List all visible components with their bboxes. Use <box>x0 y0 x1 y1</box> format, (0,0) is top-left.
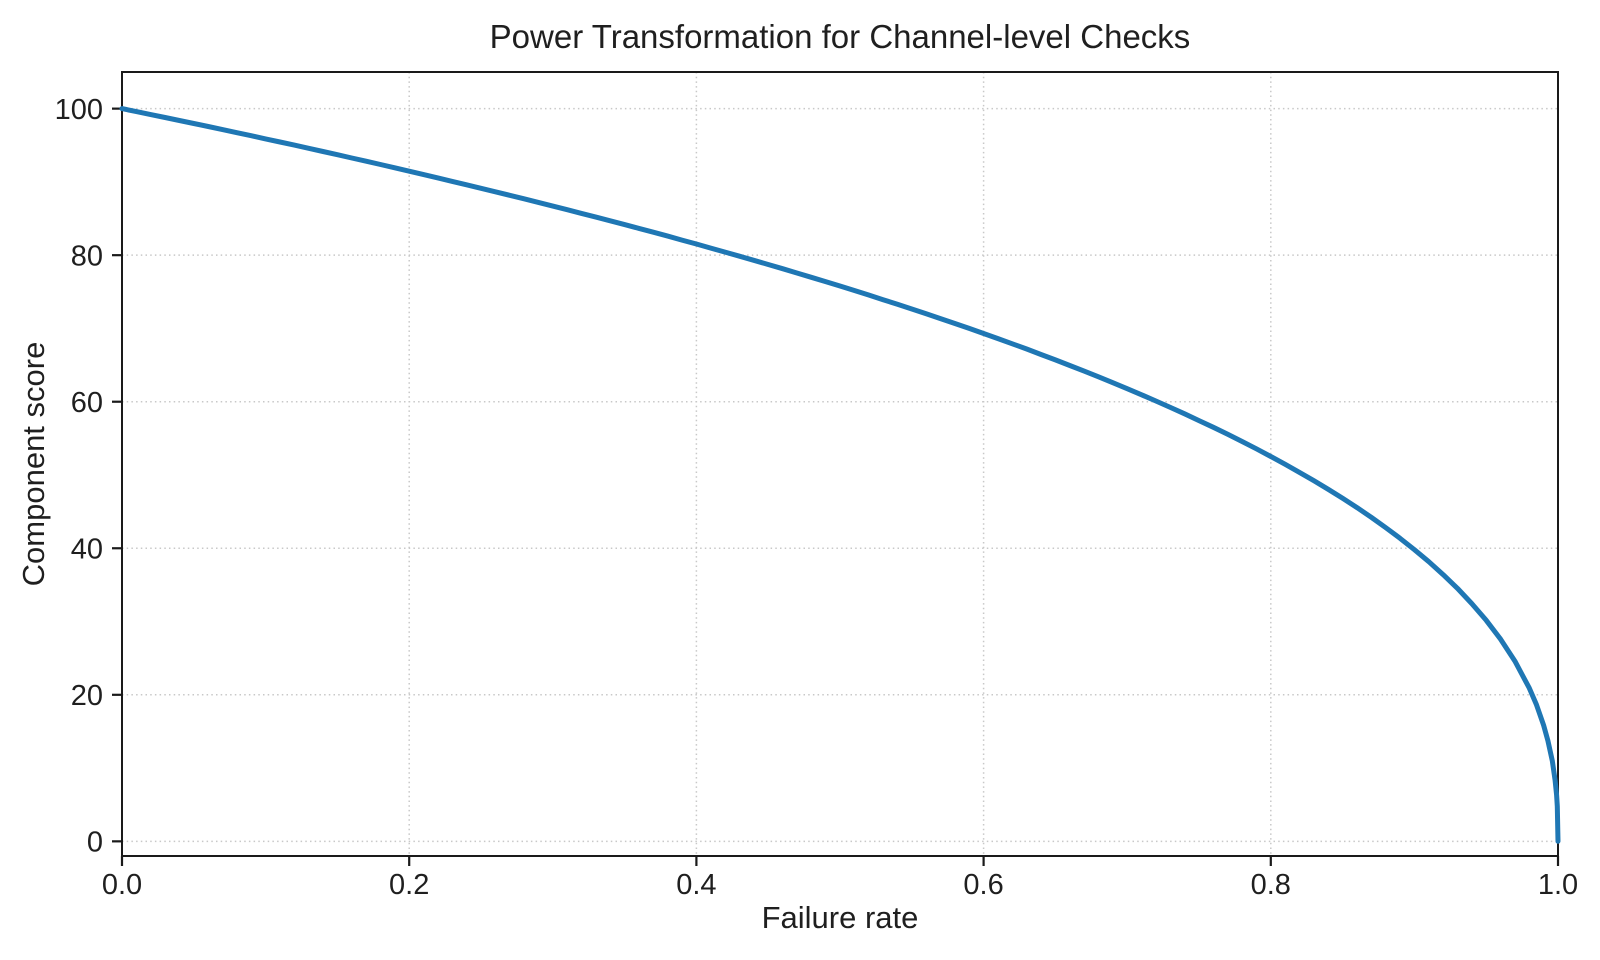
y-axis-label: Component score <box>16 342 51 587</box>
tick-labels: 0.0 0.2 0.4 0.6 0.8 1.0 0 20 40 60 80 100 <box>55 94 1579 901</box>
chart-title: Power Transformation for Channel-level C… <box>490 18 1191 55</box>
x-tick-label: 0.8 <box>1251 869 1291 901</box>
y-tick-label: 80 <box>71 240 103 272</box>
x-tick-label: 0.2 <box>389 869 429 901</box>
x-axis-label: Failure rate <box>762 900 919 935</box>
y-tick-label: 0 <box>87 826 103 858</box>
plot-border <box>121 71 1559 857</box>
y-tick-label: 20 <box>71 680 103 712</box>
y-tick-label: 40 <box>71 533 103 565</box>
gridlines <box>121 72 1559 856</box>
score-curve <box>119 106 1561 844</box>
axis-ticks <box>112 107 1560 866</box>
x-tick-label: 0.6 <box>963 869 1003 901</box>
x-tick-label: 0.4 <box>676 869 716 901</box>
x-tick-label: 0.0 <box>102 869 142 901</box>
x-tick-label: 1.0 <box>1538 869 1578 901</box>
y-tick-label: 60 <box>71 387 103 419</box>
y-tick-label: 100 <box>55 94 103 126</box>
